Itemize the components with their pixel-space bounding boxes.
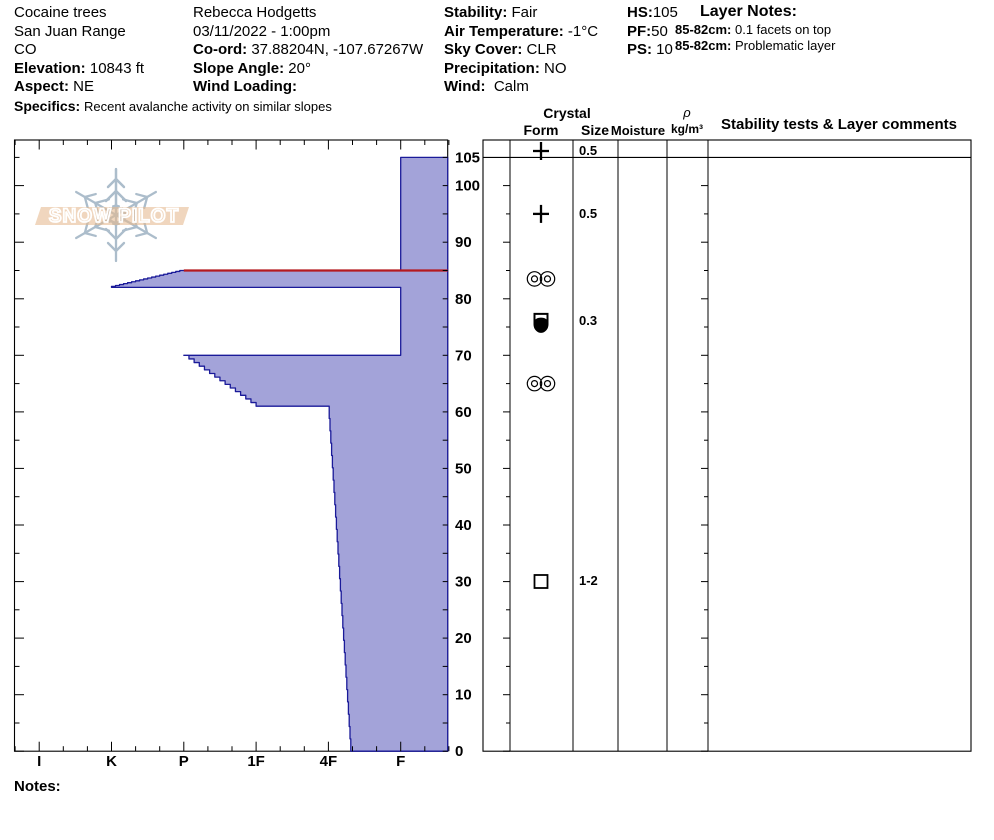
svg-text:10: 10 xyxy=(455,687,472,704)
svg-text:Notes:: Notes: xyxy=(14,778,61,795)
svg-text:SNOW PILOT: SNOW PILOT xyxy=(49,206,179,227)
svg-text:70: 70 xyxy=(455,347,472,364)
svg-text:20: 20 xyxy=(455,630,472,647)
svg-text:I: I xyxy=(37,753,41,770)
svg-text:P: P xyxy=(179,753,189,770)
svg-text:105: 105 xyxy=(455,149,480,166)
svg-text:30: 30 xyxy=(455,574,472,591)
svg-text:ρ: ρ xyxy=(682,105,691,120)
svg-text:0: 0 xyxy=(455,743,463,760)
svg-text:100: 100 xyxy=(455,178,480,195)
svg-text:0.5: 0.5 xyxy=(579,143,597,158)
svg-text:1F: 1F xyxy=(247,753,265,770)
svg-text:60: 60 xyxy=(455,404,472,421)
svg-text:Size: Size xyxy=(581,122,609,138)
svg-text:1-2: 1-2 xyxy=(579,573,598,588)
svg-text:40: 40 xyxy=(455,517,472,534)
svg-text:Stability tests & Layer commen: Stability tests & Layer comments xyxy=(721,116,957,133)
svg-text:0.3: 0.3 xyxy=(579,313,597,328)
svg-text:Moisture: Moisture xyxy=(611,123,665,138)
svg-text:80: 80 xyxy=(455,291,472,308)
svg-text:Crystal: Crystal xyxy=(543,105,590,121)
svg-text:50: 50 xyxy=(455,460,472,477)
svg-text:0.5: 0.5 xyxy=(579,206,597,221)
svg-text:kg/m³: kg/m³ xyxy=(671,122,703,136)
svg-text:4F: 4F xyxy=(320,753,338,770)
svg-text:90: 90 xyxy=(455,234,472,251)
svg-text:K: K xyxy=(106,753,117,770)
svg-text:Form: Form xyxy=(524,122,559,138)
svg-text:F: F xyxy=(396,753,405,770)
